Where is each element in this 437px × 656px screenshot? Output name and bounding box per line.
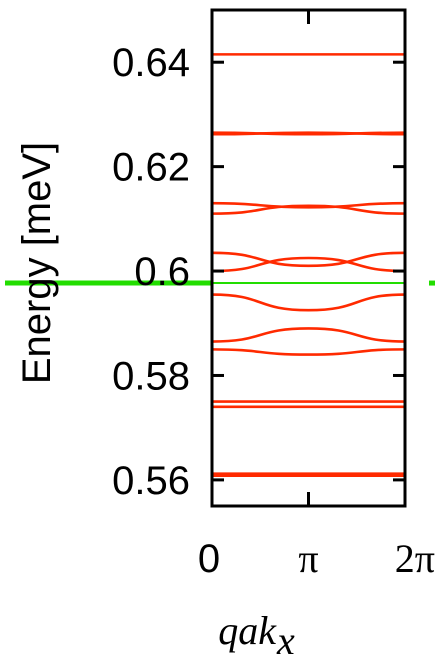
- x-tick-labels: 0 π 2π: [198, 536, 435, 581]
- band-line: [211, 201, 406, 209]
- y-tick-label: 0.58: [112, 354, 190, 398]
- band-line: [211, 251, 406, 268]
- ticks-layer: [210, 10, 407, 506]
- y-tick-labels: 0.56 0.58 0.6 0.62 0.64: [112, 41, 190, 503]
- band-line: [211, 131, 406, 136]
- x-tick-label: π: [298, 536, 318, 581]
- x-axis-label-subscript: x: [276, 618, 295, 656]
- band-line: [211, 348, 406, 356]
- band-line: [211, 293, 406, 312]
- x-axis-label: qak: [218, 608, 277, 653]
- bands-layer: [211, 53, 406, 478]
- band-line: [211, 327, 406, 343]
- y-axis-label: Energy [meV]: [15, 142, 59, 384]
- y-tick-label: 0.62: [112, 146, 190, 190]
- y-tick-label: 0.56: [112, 459, 190, 503]
- band-line: [211, 256, 406, 273]
- x-tick-label: 0: [198, 537, 220, 581]
- y-tick-label: 0.64: [112, 41, 190, 85]
- x-tick-label: 2π: [395, 536, 435, 581]
- y-tick-label: 0.6: [134, 250, 190, 294]
- band-line: [211, 204, 406, 215]
